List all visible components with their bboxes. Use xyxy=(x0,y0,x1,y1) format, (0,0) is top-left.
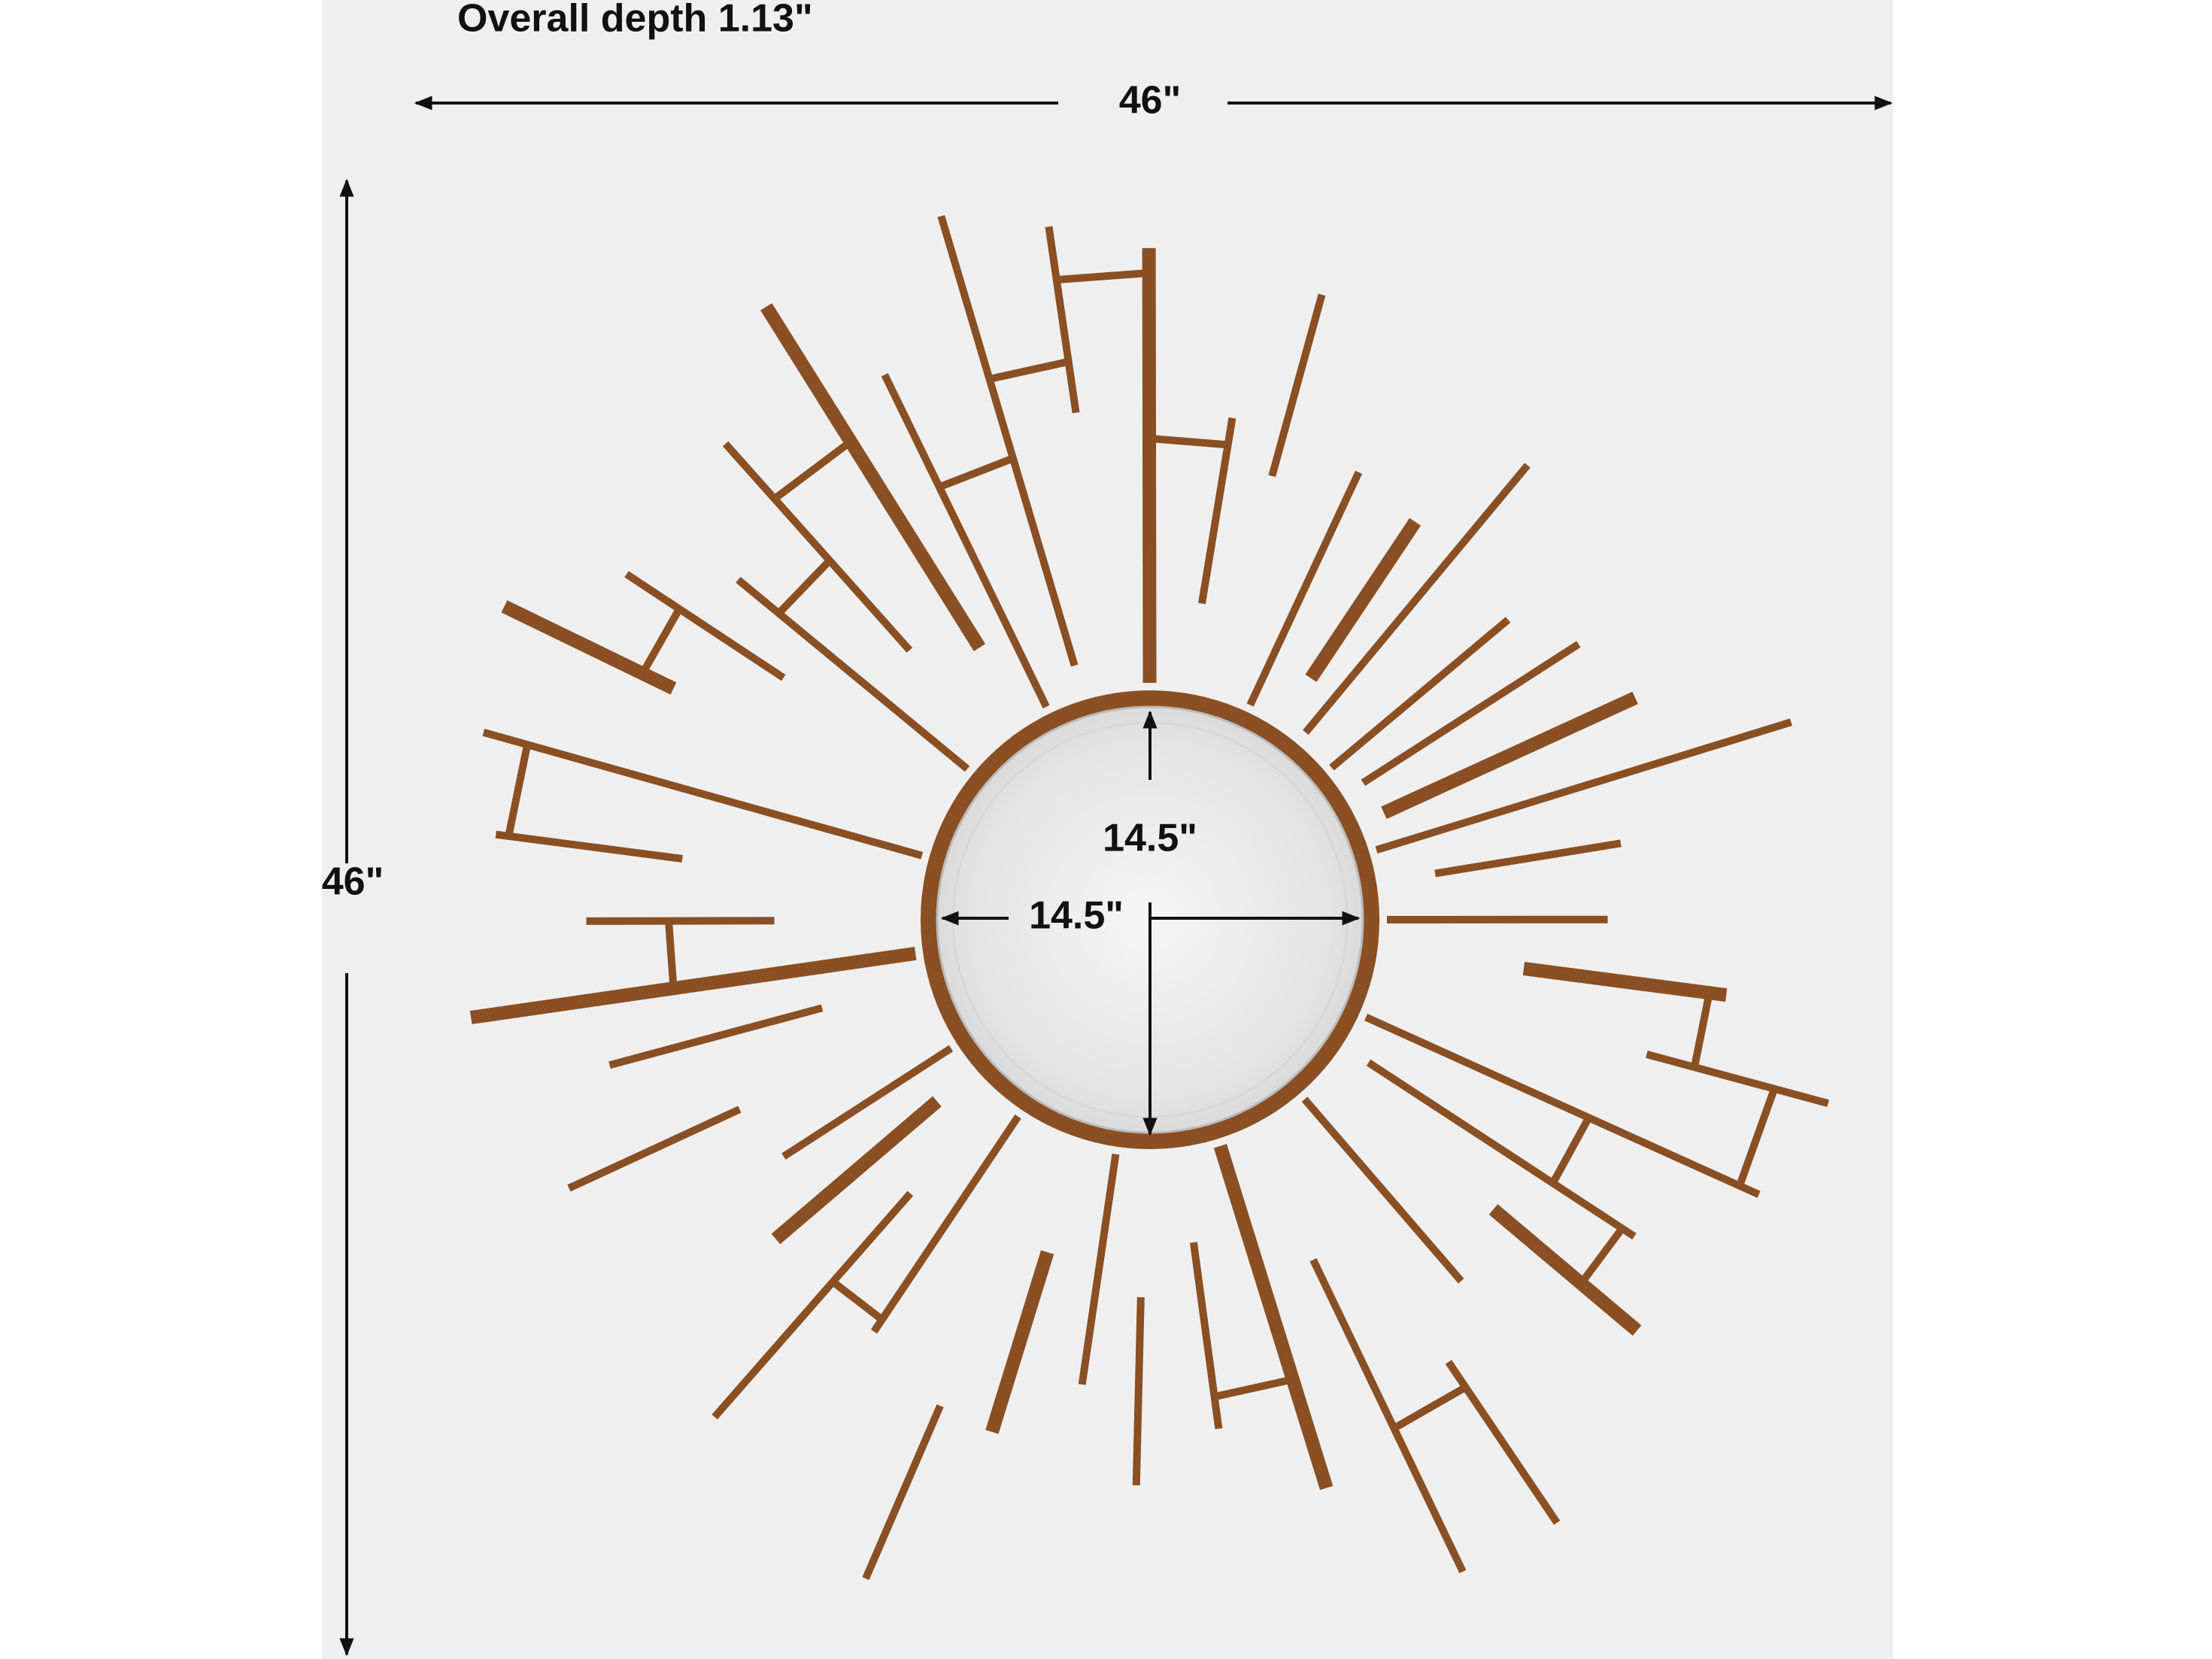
frame-rod xyxy=(988,357,1070,383)
height-label: 46" xyxy=(322,860,384,904)
frame-rod xyxy=(881,373,1050,708)
frame-rod xyxy=(469,946,917,1024)
frame-rod xyxy=(1445,1360,1561,1525)
frame-rod xyxy=(1691,992,1713,1069)
frame-rod xyxy=(1045,226,1080,414)
frame-rod xyxy=(771,1096,942,1245)
frame-rod xyxy=(1309,1258,1467,1573)
frame-rod xyxy=(1198,417,1236,605)
frame-rod xyxy=(830,1278,884,1323)
frame-rod xyxy=(639,607,683,676)
frame-rod xyxy=(1364,1014,1761,1198)
frame-rod xyxy=(937,214,1079,667)
frame-rod xyxy=(1148,435,1229,449)
frame-rod xyxy=(1736,1087,1778,1187)
mirror-height-label: 14.5" xyxy=(1103,817,1197,860)
frame-rod xyxy=(938,454,1015,491)
frame-rod xyxy=(1434,839,1622,878)
frame-rod xyxy=(775,557,833,616)
frame-rod xyxy=(1488,1204,1642,1336)
frame-rod xyxy=(781,1045,954,1160)
frame-rod xyxy=(1522,962,1728,1002)
frame-rod xyxy=(1329,617,1511,771)
frame-rod xyxy=(1213,1375,1294,1401)
frame-rod xyxy=(985,1250,1054,1434)
frame-rod xyxy=(1142,247,1157,684)
frame-rod xyxy=(1189,1242,1223,1430)
frame-rod xyxy=(1646,1051,1829,1108)
frame-rod xyxy=(1213,1144,1334,1491)
frame-rod xyxy=(772,438,854,502)
sunburst-frame xyxy=(469,214,1829,1580)
frame-rod xyxy=(1391,1384,1468,1432)
frame-rod xyxy=(1366,1059,1637,1240)
frame-rod xyxy=(608,1004,824,1069)
frame-rod xyxy=(1301,1096,1464,1284)
frame-rod xyxy=(567,1105,742,1192)
frame-rod xyxy=(722,441,913,653)
frame-rod xyxy=(1303,463,1531,735)
frame-rod xyxy=(736,576,970,772)
frame-rod xyxy=(1078,1153,1120,1385)
frame-rod xyxy=(624,571,786,681)
frame-rod xyxy=(1305,517,1422,682)
frame-rod xyxy=(1132,1297,1145,1486)
depth-label: Overall depth 1.13" xyxy=(457,0,813,41)
frame-rod xyxy=(1246,470,1363,707)
frame-rod xyxy=(1381,691,1638,819)
frame-rod xyxy=(586,917,775,925)
frame-rod xyxy=(1361,641,1581,787)
frame-rod xyxy=(862,1404,944,1580)
frame-rod xyxy=(1268,293,1326,478)
mirror-width-label: 14.5" xyxy=(1029,894,1124,938)
width-label: 46" xyxy=(1119,79,1182,123)
frame-rod xyxy=(712,1190,914,1420)
frame-rod xyxy=(870,1114,1021,1334)
frame-rod xyxy=(1375,718,1792,854)
frame-rod xyxy=(760,303,986,651)
frame-rod xyxy=(495,830,683,863)
frame-rod xyxy=(1578,1226,1625,1286)
frame-rod xyxy=(1056,269,1150,284)
frame-rod xyxy=(505,744,532,837)
frame-rod xyxy=(665,920,678,989)
frame-rod xyxy=(1549,1115,1592,1185)
frame-rod xyxy=(482,729,924,860)
